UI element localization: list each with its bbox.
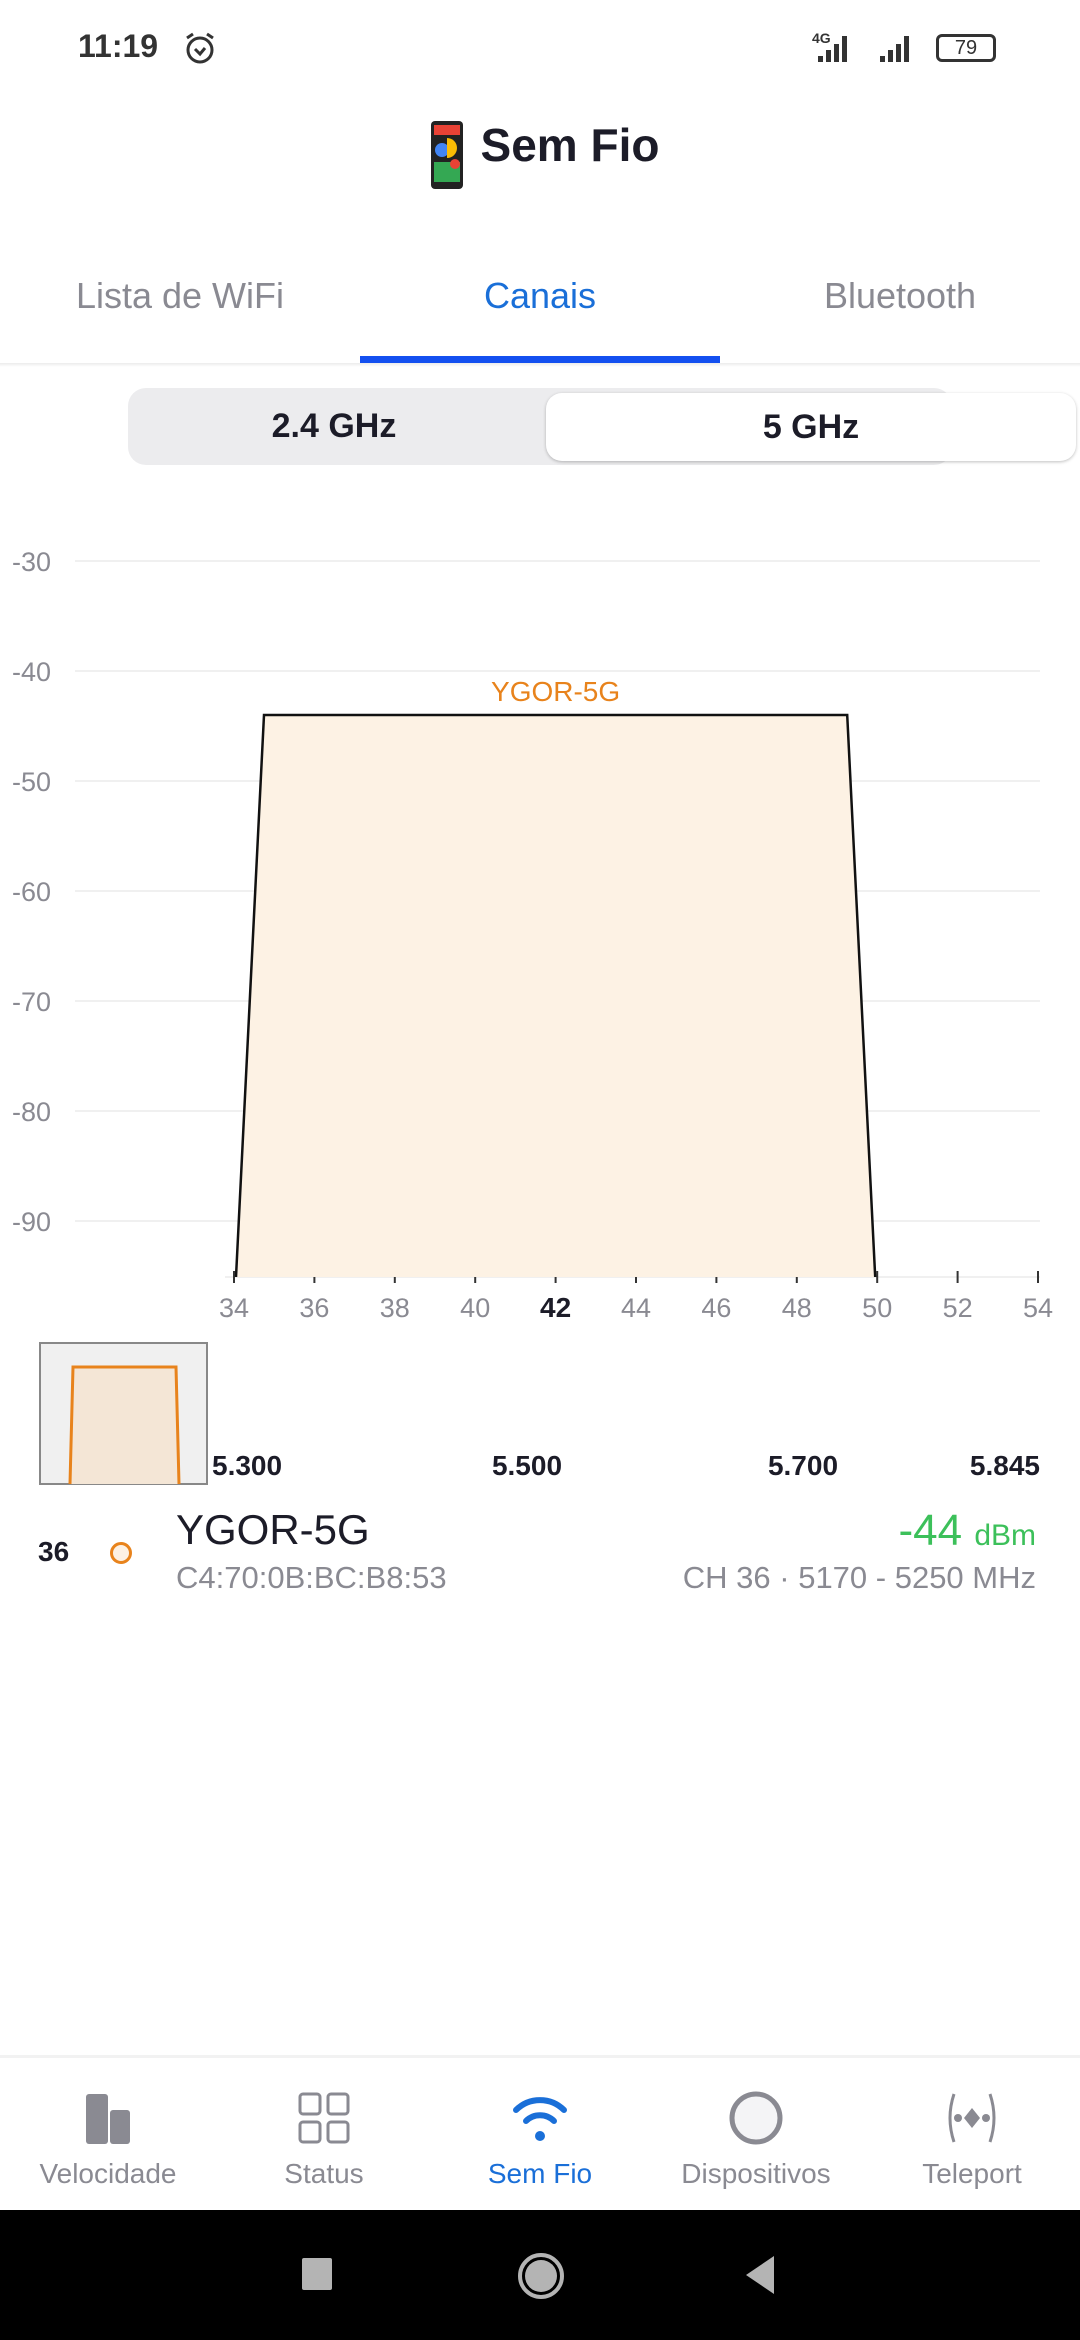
band-5ghz-button[interactable]: 5 GHz [546, 393, 1076, 461]
network-channel: 36 [38, 1536, 70, 1567]
alarm-icon [186, 32, 214, 64]
signal-unit: dBm [974, 1519, 1036, 1552]
y-tick-label: -40 [12, 657, 51, 687]
overview-tick-label: 5.500 [492, 1450, 562, 1481]
x-tick-label: 50 [862, 1293, 892, 1323]
network-info: CH 36 · 5170 - 5250 MHz [682, 1560, 1036, 1595]
x-tick-label: 46 [701, 1293, 731, 1323]
wifi-icon [513, 2097, 567, 2141]
page-title: Sem Fio [480, 119, 660, 171]
x-tick-label: 40 [460, 1293, 490, 1323]
nav-dispositivos[interactable]: Dispositivos [648, 2058, 864, 2213]
network-color-dot [110, 1542, 132, 1564]
tab-bluetooth[interactable]: Bluetooth [823, 275, 977, 316]
signal-icon [818, 36, 909, 62]
recents-button[interactable] [302, 2258, 332, 2290]
channel-chart: -30 -40 -50 -60 -70 -80 -90 34 36 38 40 42 44 46 48 50 5… [12, 547, 1053, 1485]
system-nav-bar [0, 2210, 1080, 2340]
x-tick-label: 54 [1023, 1293, 1053, 1323]
x-tick-label: 48 [782, 1293, 812, 1323]
y-tick-label: -90 [12, 1207, 51, 1237]
band-2-4ghz-button[interactable]: 2.4 GHz [271, 407, 397, 445]
nav-teleport[interactable]: Teleport [864, 2058, 1080, 2213]
y-tick-label: -60 [12, 877, 51, 907]
tab-wifi-list[interactable]: Lista de WiFi [75, 275, 285, 316]
x-tick-label: 52 [943, 1293, 973, 1323]
overview-tick-label: 5.300 [212, 1450, 282, 1481]
bottom-nav: Velocidade Status Sem Fio Dispositivos T… [0, 2055, 1080, 2210]
divider [0, 363, 1080, 367]
nav-label: Status [284, 2158, 364, 2189]
home-button[interactable] [518, 2253, 564, 2299]
y-tick-label: -50 [12, 767, 51, 797]
nav-label: Velocidade [39, 2158, 177, 2189]
network-ssid: YGOR-5G [176, 1506, 370, 1553]
network-signal: -44 dBm [898, 1506, 1036, 1556]
x-tick-label: 36 [299, 1293, 329, 1323]
network-mac: C4:70:0B:BC:B8:53 [176, 1560, 447, 1595]
nav-label: Teleport [922, 2158, 1022, 2189]
nav-status[interactable]: Status [216, 2058, 432, 2213]
y-tick-label: -80 [12, 1097, 51, 1127]
nav-velocidade[interactable]: Velocidade [0, 2058, 216, 2213]
grid-icon [298, 2092, 350, 2144]
battery-icon: 79 [936, 34, 996, 62]
nav-label: Dispositivos [681, 2158, 831, 2189]
x-tick-label: 38 [380, 1293, 410, 1323]
network-label: YGOR-5G [491, 676, 620, 707]
nav-label: Sem Fio [487, 2158, 593, 2189]
active-tab-indicator [360, 356, 720, 363]
overview-tick-label: 5.845 [970, 1450, 1040, 1481]
overview-tick-label: 5.700 [768, 1450, 838, 1481]
overview-signal-area [68, 1365, 181, 1485]
x-tick-label: 44 [621, 1293, 651, 1323]
speed-bars-icon [86, 2094, 130, 2144]
network-signal-area [234, 713, 877, 1278]
tab-channels[interactable]: Canais [483, 275, 597, 316]
app-logo-icon [431, 121, 463, 189]
signal-value: -44 [898, 1506, 963, 1555]
x-tick-label: 34 [219, 1293, 249, 1323]
nav-sem-fio[interactable]: Sem Fio [432, 2058, 648, 2213]
y-tick-label: -30 [12, 547, 51, 577]
teleport-icon [948, 2093, 996, 2143]
y-tick-label: -70 [12, 987, 51, 1017]
x-tick-label: 42 [540, 1292, 571, 1323]
band-selector: 2.4 GHz 5 GHz [128, 388, 1076, 465]
network-type: 4G [812, 30, 831, 46]
back-button[interactable] [742, 2254, 778, 2296]
devices-circle-icon [729, 2091, 783, 2145]
clock: 11:19 [78, 28, 159, 64]
